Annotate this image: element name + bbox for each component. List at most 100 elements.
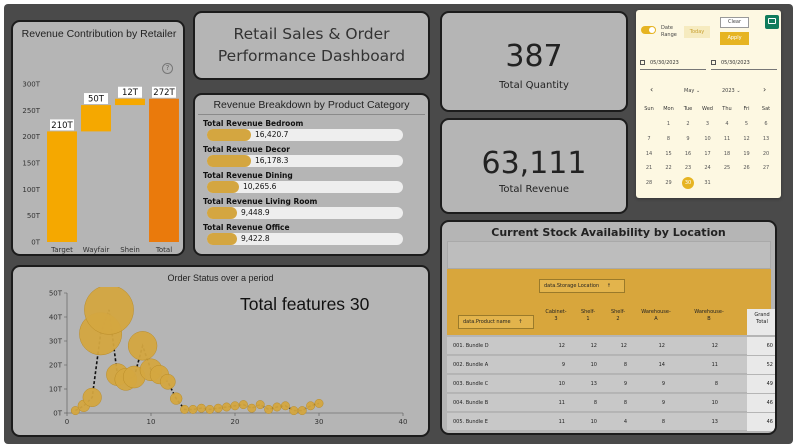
category-bar-fill xyxy=(207,129,251,141)
category-label: Total Revenue Office xyxy=(203,223,290,232)
x-tick-label: 0 xyxy=(65,418,69,426)
calendar-day[interactable]: 15 xyxy=(665,150,672,157)
calendar-day-selected[interactable]: 30 xyxy=(682,177,694,190)
start-date-field[interactable]: 05/30/2023 xyxy=(640,57,706,70)
end-date-field[interactable]: 05/30/2023 xyxy=(711,57,777,70)
stock-value-cell: 8 xyxy=(714,381,718,387)
toggle-label-1: Date xyxy=(661,25,673,31)
calendar-day[interactable]: 29 xyxy=(665,180,672,187)
data-point xyxy=(230,401,240,411)
dashboard-title: Retail Sales & Order Performance Dashboa… xyxy=(195,23,428,67)
stock-value-cell: 10 xyxy=(590,419,597,425)
data-point xyxy=(222,402,232,412)
x-tick-label: 20 xyxy=(231,418,240,426)
stock-column-header[interactable]: Warehouse- A xyxy=(641,309,671,322)
y-tick-label: 10T xyxy=(49,386,63,394)
clear-button[interactable]: Clear xyxy=(720,17,749,28)
category-row: Total Revenue Decor 16,178.3 xyxy=(203,145,403,172)
calendar-day[interactable]: 2 xyxy=(686,121,690,127)
stock-value-cell: 13 xyxy=(711,419,718,425)
calendar-day[interactable]: 24 xyxy=(704,165,711,172)
calendar-day[interactable]: 27 xyxy=(762,165,770,172)
retailer-bar-chart: 0T 50T 100T 150T 200T 250T 300T 210T Target 50T Wa… xyxy=(22,81,179,254)
calendar-day[interactable]: 13 xyxy=(762,135,770,142)
data-point xyxy=(82,387,102,407)
y-tick-label: 150T xyxy=(22,160,40,168)
calendar-day[interactable]: 31 xyxy=(704,180,711,187)
category-row: Total Revenue Office 9,422.8 xyxy=(203,223,403,250)
sort-up-icon: ↑ xyxy=(518,319,523,325)
calendar-day[interactable]: 22 xyxy=(665,165,672,172)
row-field-chip[interactable]: data.Product name ↑ xyxy=(458,315,534,329)
y-tick-label: 0T xyxy=(31,239,40,247)
calendar-day[interactable]: 20 xyxy=(762,150,770,157)
question-icon[interactable]: ? xyxy=(162,63,173,74)
category-value: 9,422.8 xyxy=(241,234,270,243)
chevron-down-icon: ⌄ xyxy=(736,88,741,94)
data-point xyxy=(306,401,316,411)
calendar-day[interactable]: 25 xyxy=(723,165,731,172)
next-month-icon[interactable]: › xyxy=(763,85,767,94)
stock-value-cell: 52 xyxy=(747,356,775,374)
product-name-cell: 004. Bundle B xyxy=(453,400,489,406)
category-bar-track: 16,178.3 xyxy=(207,155,403,167)
category-bar-fill xyxy=(207,155,251,167)
calendar-day[interactable]: 17 xyxy=(704,150,711,157)
stock-column-header[interactable]: Shelf- 1 xyxy=(580,309,596,322)
data-point xyxy=(196,403,206,413)
order-status-annotation: Total features 30 xyxy=(240,294,370,314)
stock-value-cell: 12 xyxy=(620,343,627,349)
row-field-label: data.Product name xyxy=(463,319,511,325)
stock-value-cell: 12 xyxy=(658,343,665,349)
year-select[interactable]: 2023 ⌄ xyxy=(722,88,741,94)
dashboard-title-line-2: Performance Dashboard xyxy=(217,47,406,65)
calendar-day[interactable]: 16 xyxy=(684,150,692,157)
category-bar-track: 9,448.9 xyxy=(207,207,403,219)
calendar-day[interactable]: 21 xyxy=(645,165,653,172)
category-value: 16,420.7 xyxy=(255,130,289,139)
apply-button[interactable]: Apply xyxy=(720,32,749,45)
stock-value-cell: 10 xyxy=(711,400,718,406)
calendar-day[interactable]: 6 xyxy=(764,121,768,127)
calendar-day[interactable]: 8 xyxy=(666,135,671,142)
stock-column-header[interactable]: Grand Total xyxy=(747,309,775,335)
category-bar-track: 9,422.8 xyxy=(207,233,403,245)
column-field-chip[interactable]: data.Storage Location ↑ xyxy=(539,279,625,293)
calendar-day[interactable]: 19 xyxy=(743,150,750,157)
date-range-toggle[interactable] xyxy=(641,26,656,34)
calendar-day[interactable]: 23 xyxy=(684,165,692,172)
category-row: Total Revenue Dining 10,265.6 xyxy=(203,171,403,198)
calendar-day[interactable]: 5 xyxy=(744,121,749,127)
header-card: Retail Sales & Order Performance Dashboa… xyxy=(193,11,430,80)
stock-value-cell: 13 xyxy=(590,381,597,387)
stock-column-header[interactable]: Warehouse- B xyxy=(694,309,724,322)
calendar-day[interactable]: 18 xyxy=(723,150,731,157)
month-select[interactable]: May ⌄ xyxy=(684,88,700,94)
calendar-day[interactable]: 4 xyxy=(725,121,729,127)
category-row: Total Revenue Living Room 9,448.9 xyxy=(203,197,403,224)
calendar-day[interactable]: 10 xyxy=(704,135,711,142)
calendar-day[interactable]: 11 xyxy=(723,135,731,142)
stock-column-header[interactable]: Shelf- 2 xyxy=(610,309,626,322)
calendar-day[interactable]: 9 xyxy=(686,135,690,142)
calendar-day[interactable]: 7 xyxy=(647,135,651,142)
kpi-revenue-card: 63,111 Total Revenue xyxy=(440,118,628,214)
order-status-title: Order Status over a period xyxy=(167,273,274,283)
today-button[interactable]: Today xyxy=(684,26,710,38)
calendar-day[interactable]: 26 xyxy=(743,165,750,172)
prev-month-icon[interactable]: ‹ xyxy=(650,85,654,94)
category-bar-fill xyxy=(207,181,239,193)
calendar-day[interactable]: 1 xyxy=(666,121,671,127)
calendar-day[interactable]: 14 xyxy=(645,150,653,157)
comment-icon[interactable] xyxy=(765,15,779,29)
calendar-day[interactable]: 12 xyxy=(743,135,750,142)
calendar-day[interactable]: 3 xyxy=(705,121,710,127)
stock-value-cell: 8 xyxy=(623,400,627,406)
data-point xyxy=(213,403,223,413)
calendar-day[interactable]: 28 xyxy=(645,180,653,187)
dashboard-title-line-1: Retail Sales & Order xyxy=(233,25,390,43)
chevron-down-icon: ⌄ xyxy=(695,88,701,94)
end-date-text: 05/30/2023 xyxy=(721,60,750,66)
year-select-value: 2023 xyxy=(722,88,735,94)
stock-column-header[interactable]: Cabinet- 3 xyxy=(545,309,567,322)
